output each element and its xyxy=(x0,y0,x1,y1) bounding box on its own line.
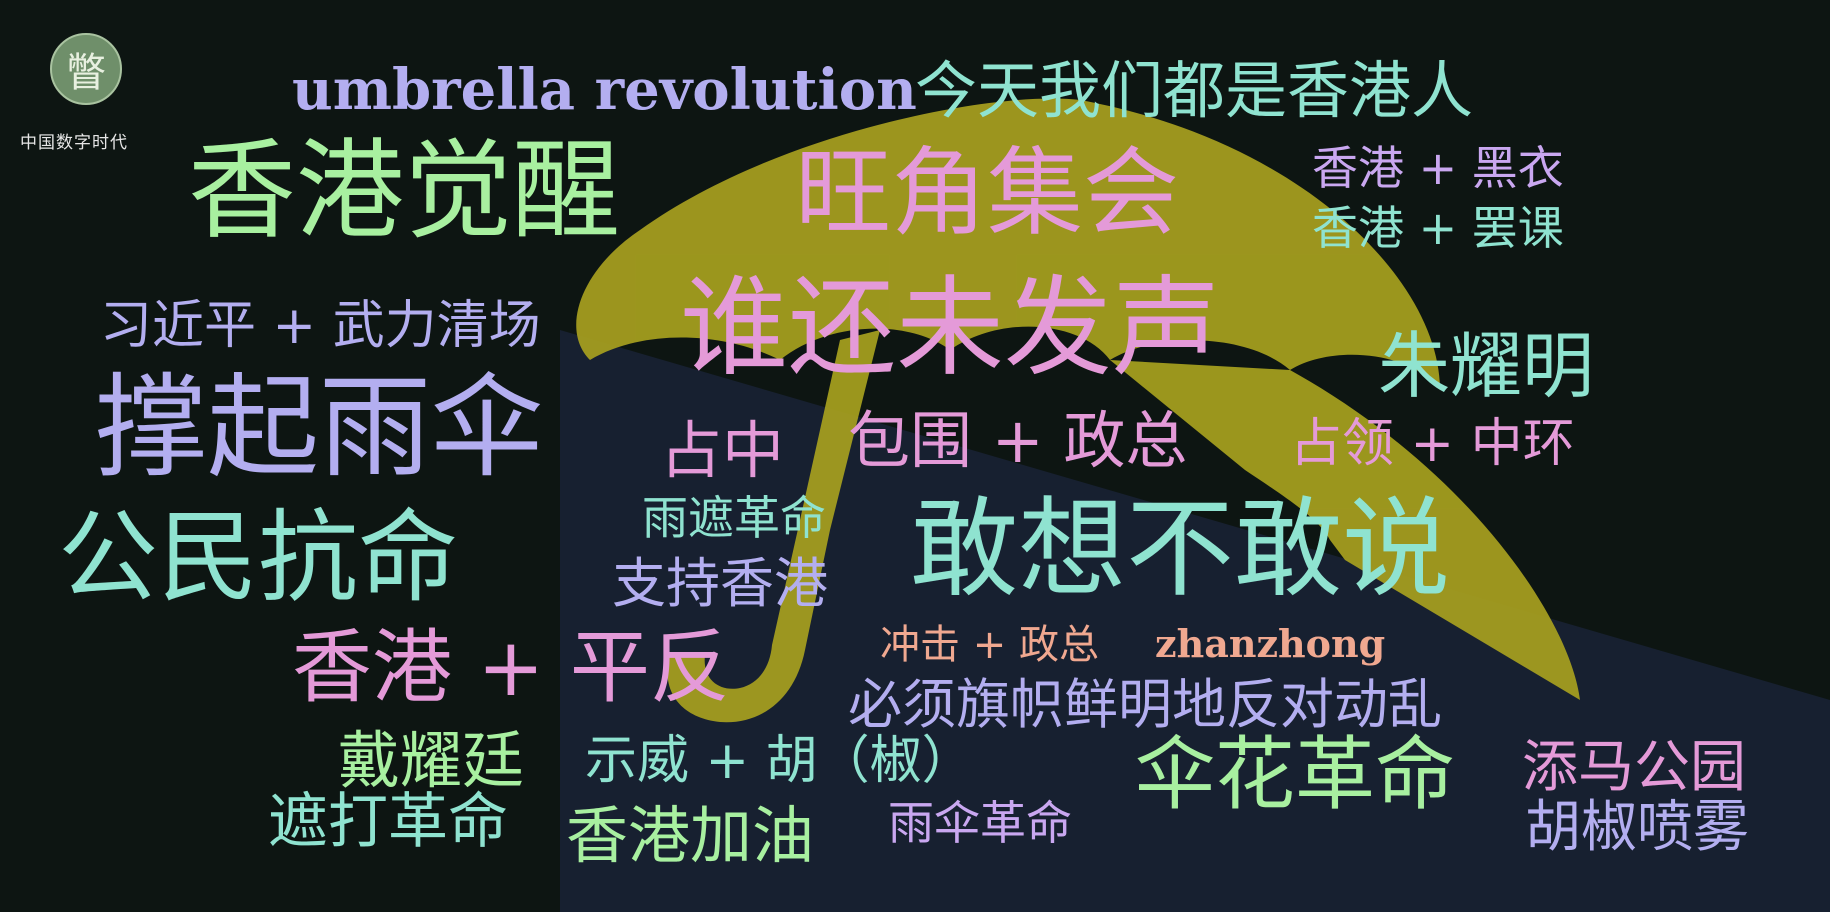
word: 雨遮革命 xyxy=(642,491,826,545)
word: 示威 + 胡（椒） xyxy=(585,731,974,791)
word: 习近平 + 武力清场 xyxy=(100,296,541,356)
umbrella-icon xyxy=(576,98,1580,723)
word: 支持香港 xyxy=(612,552,828,615)
word: 冲击 + 政总 xyxy=(880,622,1099,668)
word: 今天我们都是香港人 xyxy=(915,54,1474,127)
word: 敢想不敢说 xyxy=(910,487,1451,612)
logo-icon: 瞥 xyxy=(50,33,122,105)
logo-caption: 中国数字时代 xyxy=(20,133,128,153)
word: 伞花革命 xyxy=(1135,728,1455,821)
word: zhanzhong xyxy=(1155,621,1386,666)
word: umbrella revolution xyxy=(292,57,917,123)
word: 香港 + 黑衣 xyxy=(1312,141,1564,195)
word: 旺角集会 xyxy=(795,137,1179,249)
word: 撑起雨伞 xyxy=(95,363,543,493)
word: 谁还未发声 xyxy=(680,266,1221,391)
word: 香港加油 xyxy=(566,799,815,872)
word: 遮打革命 xyxy=(268,787,508,857)
word: 添马公园 xyxy=(1522,735,1746,800)
word: 戴耀廷 xyxy=(338,724,525,797)
word: 香港 + 平反 xyxy=(292,621,730,714)
word: 占中 xyxy=(660,414,785,487)
word: 香港 + 罢课 xyxy=(1312,201,1564,255)
word: 香港觉醒 xyxy=(188,129,621,254)
word: 胡椒喷雾 xyxy=(1525,795,1749,860)
word: 朱耀明 xyxy=(1378,324,1595,408)
word: 雨伞革命 xyxy=(888,796,1072,850)
logo-glyph: 瞥 xyxy=(66,50,106,96)
background-diagonal xyxy=(560,330,1830,912)
word: 包围 + 政总 xyxy=(848,404,1188,477)
word: 必须旗帜鲜明地反对动乱 xyxy=(848,673,1442,736)
word: 公民抗命 xyxy=(58,499,458,616)
word: 占领 + 中环 xyxy=(1290,414,1575,474)
